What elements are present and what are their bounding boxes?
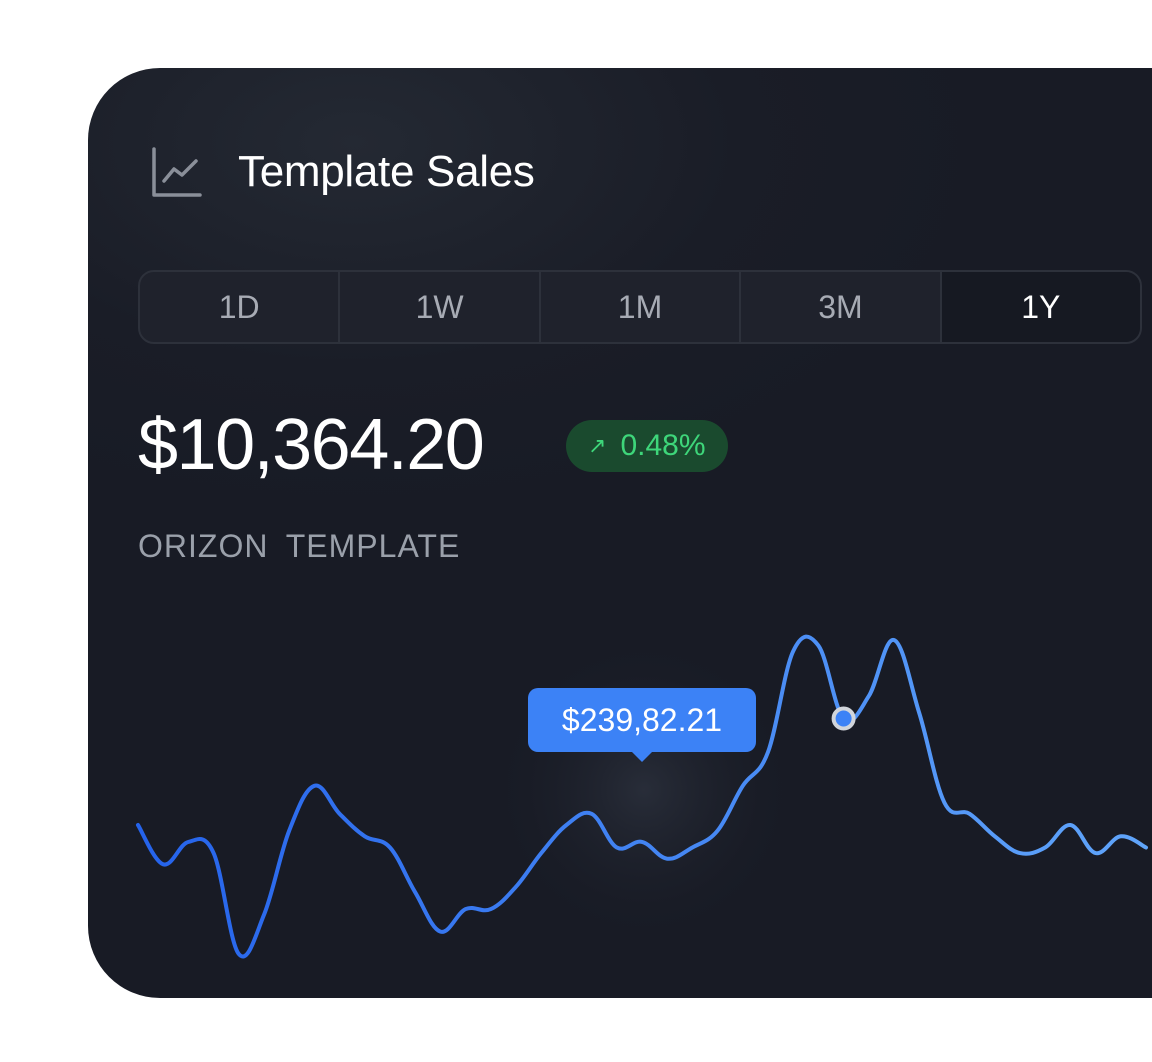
data-point[interactable] [510,881,522,893]
data-point[interactable] [737,780,749,792]
tab-3m[interactable]: 3M [741,272,942,342]
selected-point-marker[interactable] [831,706,856,731]
data-point[interactable] [535,847,547,859]
data-point[interactable] [258,909,270,921]
card-title: Template Sales [238,147,535,196]
data-point[interactable] [762,746,774,758]
data-point[interactable] [157,858,169,870]
tab-1w[interactable]: 1W [340,272,541,342]
data-point[interactable] [938,797,950,809]
series-line [136,634,1148,959]
data-point[interactable] [1090,847,1102,859]
data-point[interactable] [308,780,320,792]
data-point[interactable] [560,819,572,831]
time-range-tabs: 1D 1W 1M 3M 1Y [138,270,1142,344]
data-point[interactable] [913,707,925,719]
chart-tooltip: $239,82.21 [528,688,756,762]
tab-1d[interactable]: 1D [140,272,341,342]
change-badge: ↗ 0.48% [566,420,728,472]
data-point[interactable] [611,842,623,854]
arrow-up-right-icon: ↗ [588,433,607,458]
data-point[interactable] [359,830,371,842]
data-point[interactable] [1140,842,1152,854]
data-point[interactable] [888,634,900,646]
data-point[interactable] [964,808,976,820]
total-price: $10,364.20 [138,405,485,485]
sales-line-chart [132,634,1152,960]
sales-card: Template Sales 1D 1W 1M 3M 1Y $10,364.20… [88,68,1152,998]
data-point[interactable] [712,825,724,837]
data-point[interactable] [661,853,673,865]
data-point[interactable] [182,836,194,848]
data-point[interactable] [409,886,421,898]
tab-1m[interactable]: 1M [541,272,742,342]
tab-1y[interactable]: 1Y [941,272,1140,342]
data-point[interactable] [460,903,472,915]
data-point[interactable] [334,808,346,820]
data-point[interactable] [686,842,698,854]
data-point[interactable] [283,825,295,837]
product-subtitle: ORIZON TEMPLATE [138,528,461,564]
data-point[interactable] [863,690,875,702]
data-point[interactable] [132,819,144,831]
data-point[interactable] [1039,842,1051,854]
data-point[interactable] [208,847,220,859]
data-point[interactable] [1115,830,1127,842]
data-point[interactable] [1014,847,1026,859]
data-point[interactable] [233,948,245,960]
data-point[interactable] [434,926,446,938]
data-point[interactable] [1064,819,1076,831]
marker-glow [494,640,794,940]
card-header: Template Sales [150,144,535,200]
change-value: 0.48% [620,429,706,462]
data-point[interactable] [636,836,648,848]
data-point[interactable] [384,842,396,854]
data-point[interactable] [485,903,497,915]
data-point[interactable] [586,808,598,820]
data-point[interactable] [787,645,799,657]
data-point[interactable] [989,830,1001,842]
data-point[interactable] [812,640,824,652]
line-chart-icon [152,147,202,197]
